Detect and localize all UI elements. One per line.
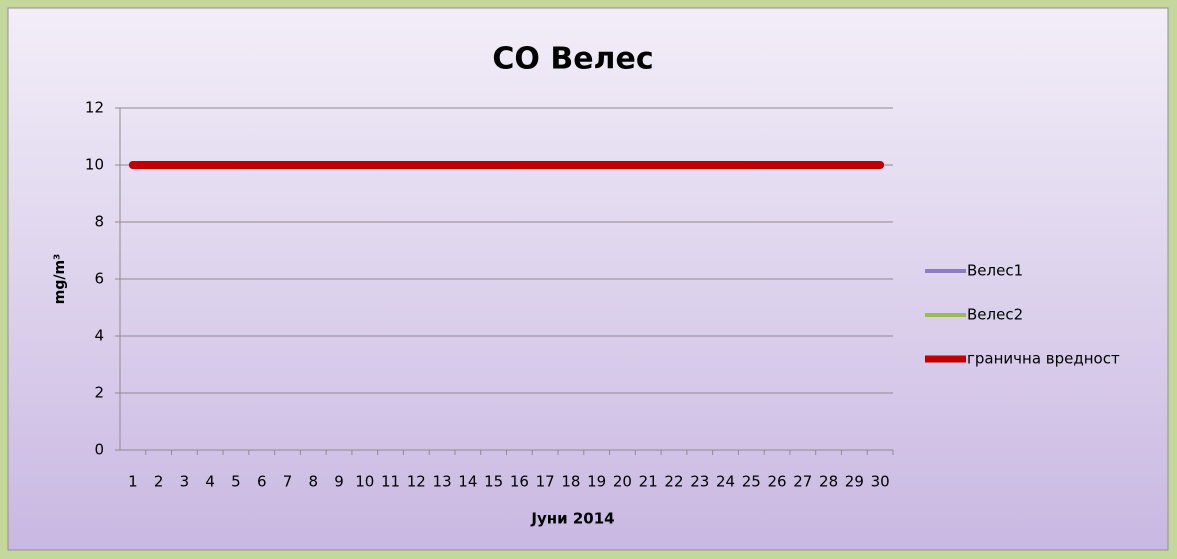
- x-tick-label: 20: [613, 473, 632, 491]
- x-tick-label: 8: [308, 473, 318, 491]
- x-tick-label: 30: [871, 473, 890, 491]
- x-tick-label: 19: [587, 473, 606, 491]
- x-tick-label: 23: [690, 473, 709, 491]
- legend-label: Велес2: [967, 306, 1023, 324]
- x-tick-label: 24: [716, 473, 735, 491]
- x-tick-label: 3: [180, 473, 190, 491]
- chart-title: CO Велес: [492, 42, 653, 77]
- x-axis-label: Јуни 2014: [530, 510, 614, 528]
- x-tick-label: 5: [231, 473, 241, 491]
- x-tick-label: 26: [768, 473, 787, 491]
- y-tick-label: 8: [94, 213, 104, 231]
- x-tick-label: 16: [510, 473, 529, 491]
- x-tick-label: 2: [154, 473, 164, 491]
- x-tick-label: 4: [205, 473, 215, 491]
- y-tick-label: 4: [94, 327, 104, 345]
- x-tick-label: 6: [257, 473, 267, 491]
- x-tick-label: 28: [819, 473, 838, 491]
- x-tick-label: 17: [536, 473, 555, 491]
- y-tick-label: 0: [94, 441, 104, 459]
- x-tick-label: 22: [664, 473, 683, 491]
- x-tick-label: 14: [458, 473, 477, 491]
- x-tick-label: 12: [407, 473, 426, 491]
- legend-label: Велес1: [967, 262, 1023, 280]
- x-tick-label: 29: [845, 473, 864, 491]
- x-tick-label: 7: [283, 473, 293, 491]
- y-tick-label: 12: [85, 99, 104, 117]
- x-tick-label: 13: [433, 473, 452, 491]
- y-tick-label: 6: [94, 270, 104, 288]
- x-tick-label: 21: [639, 473, 658, 491]
- y-axis-label: mg/m³: [52, 254, 68, 304]
- x-tick-label: 18: [561, 473, 580, 491]
- x-tick-label: 15: [484, 473, 503, 491]
- y-tick-label: 10: [85, 156, 104, 174]
- x-tick-label: 10: [355, 473, 374, 491]
- x-tick-label: 11: [381, 473, 400, 491]
- y-tick-label: 2: [94, 384, 104, 402]
- x-tick-label: 9: [334, 473, 344, 491]
- x-tick-label: 25: [742, 473, 761, 491]
- legend-label: гранична вредност: [967, 350, 1120, 368]
- x-tick-label: 1: [128, 473, 138, 491]
- x-tick-label: 27: [793, 473, 812, 491]
